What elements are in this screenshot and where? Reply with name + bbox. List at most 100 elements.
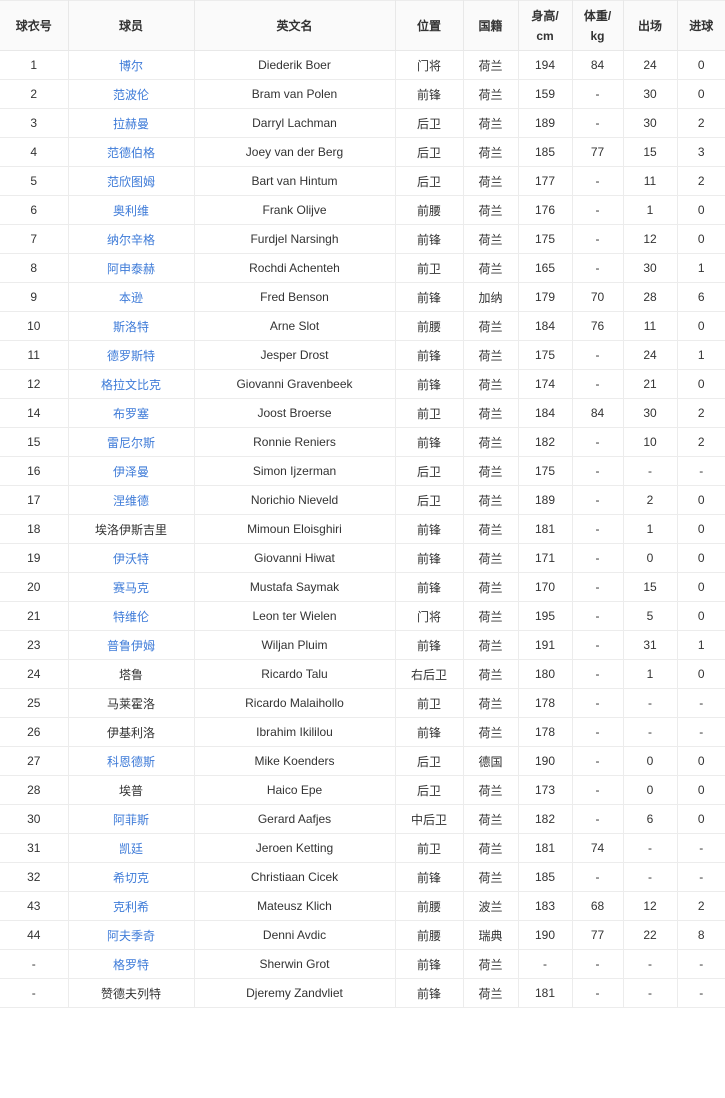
player-link[interactable]: 涅维德 [112, 493, 149, 508]
player-link[interactable]: 阿菲斯 [112, 812, 149, 827]
nationality-cell: 荷兰 [463, 978, 519, 1008]
weight-cell: - [572, 543, 624, 573]
player-link[interactable]: 格拉文比克 [100, 377, 161, 392]
player-name-cell[interactable]: 伊沃特 [68, 543, 195, 573]
player-name-cell[interactable]: 范德伯格 [68, 137, 195, 167]
weight-cell: - [572, 224, 624, 254]
player-name-cell[interactable]: 范欣图姆 [68, 166, 195, 196]
player-link[interactable]: 雷尼尔斯 [106, 435, 155, 450]
player-name-cell[interactable]: 纳尔辛格 [68, 224, 195, 254]
player-name-cell[interactable]: 德罗斯特 [68, 340, 195, 370]
jersey-number-cell: 7 [0, 224, 69, 254]
player-name-cell[interactable]: 拉赫曼 [68, 108, 195, 138]
player-link[interactable]: 拉赫曼 [112, 116, 149, 131]
player-link[interactable]: 阿夫季奇 [106, 928, 155, 943]
english-name-cell: Ricardo Talu [194, 659, 396, 689]
jersey-number-cell: 18 [0, 514, 69, 544]
height-cell: 165 [518, 253, 573, 283]
player-name-cell[interactable]: 科恩德斯 [68, 746, 195, 776]
player-name-cell[interactable]: 特维伦 [68, 601, 195, 631]
player-name-cell[interactable]: 格罗特 [68, 949, 195, 979]
english-name-cell: Joey van der Berg [194, 137, 396, 167]
english-name-cell: Arne Slot [194, 311, 396, 341]
player-link[interactable]: 范德伯格 [106, 145, 155, 160]
player-link[interactable]: 斯洛特 [112, 319, 149, 334]
player-link[interactable]: 凯廷 [118, 841, 143, 856]
table-row: 44 阿夫季奇 Denni Avdic 前腰 瑞典 190 77 22 8 [0, 920, 725, 950]
column-header-height: 身高/ cm [518, 0, 573, 51]
player-name-cell[interactable]: 普鲁伊姆 [68, 630, 195, 660]
goals-cell: - [677, 862, 725, 892]
player-name-cell[interactable]: 阿申泰赫 [68, 253, 195, 283]
player-name-cell[interactable]: 伊泽曼 [68, 456, 195, 486]
player-link[interactable]: 克利希 [112, 899, 149, 914]
player-name-cell[interactable]: 克利希 [68, 891, 195, 921]
weight-cell: - [572, 688, 624, 718]
player-name-cell[interactable]: 布罗塞 [68, 398, 195, 428]
player-name-cell[interactable]: 格拉文比克 [68, 369, 195, 399]
player-link[interactable]: 本逊 [118, 290, 143, 305]
player-link[interactable]: 特维伦 [112, 609, 149, 624]
player-name-cell[interactable]: 奥利维 [68, 195, 195, 225]
weight-cell: - [572, 253, 624, 283]
player-link[interactable]: 阿申泰赫 [106, 261, 155, 276]
goals-cell: 0 [677, 485, 725, 515]
player-link[interactable]: 纳尔辛格 [106, 232, 155, 247]
player-link[interactable]: 布罗塞 [112, 406, 149, 421]
player-name-cell[interactable]: 赛马克 [68, 572, 195, 602]
position-cell: 前锋 [395, 427, 464, 457]
player-name-cell[interactable]: 范波伦 [68, 79, 195, 109]
column-header-position: 位置 [395, 0, 464, 51]
height-cell: 173 [518, 775, 573, 805]
position-cell: 门将 [395, 601, 464, 631]
column-header-nationality: 国籍 [463, 0, 519, 51]
appearances-cell: 0 [623, 746, 678, 776]
weight-cell: - [572, 630, 624, 660]
appearances-cell: 5 [623, 601, 678, 631]
position-cell: 后卫 [395, 137, 464, 167]
player-name-cell[interactable]: 希切克 [68, 862, 195, 892]
nationality-cell: 荷兰 [463, 949, 519, 979]
position-cell: 前腰 [395, 920, 464, 950]
player-name-cell[interactable]: 阿夫季奇 [68, 920, 195, 950]
table-row: 5 范欣图姆 Bart van Hintum 后卫 荷兰 177-11 2 [0, 166, 725, 196]
weight-cell: - [572, 572, 624, 602]
column-header-appearances: 出场 [623, 0, 678, 51]
appearances-cell: 31 [623, 630, 678, 660]
player-link[interactable]: 博尔 [118, 58, 143, 73]
player-link[interactable]: 范波伦 [112, 87, 149, 102]
height-cell: 182 [518, 804, 573, 834]
table-row: 18 埃洛伊斯吉里 Mimoun Eloisghiri 前锋 荷兰 181-1 0 [0, 514, 725, 544]
player-link[interactable]: 赛马克 [112, 580, 149, 595]
player-link[interactable]: 伊沃特 [112, 551, 149, 566]
player-name-cell[interactable]: 博尔 [68, 50, 195, 80]
height-cell: 170 [518, 572, 573, 602]
table-row: 23 普鲁伊姆 Wiljan Pluim 前锋 荷兰 191-31 1 [0, 630, 725, 660]
position-cell: 前卫 [395, 253, 464, 283]
header-row: 球衣号 球员 英文名 位置 国籍 身高/ cm 体重/ kg 出场 进球 [0, 0, 725, 51]
player-name-cell[interactable]: 雷尼尔斯 [68, 427, 195, 457]
jersey-number-cell: 20 [0, 572, 69, 602]
position-cell: 中后卫 [395, 804, 464, 834]
player-name-cell[interactable]: 凯廷 [68, 833, 195, 863]
player-link[interactable]: 普鲁伊姆 [106, 638, 155, 653]
english-name-cell: Fred Benson [194, 282, 396, 312]
player-link[interactable]: 希切克 [112, 870, 149, 885]
player-link[interactable]: 范欣图姆 [106, 174, 155, 189]
player-name-cell[interactable]: 涅维德 [68, 485, 195, 515]
player-name-cell[interactable]: 本逊 [68, 282, 195, 312]
player-link[interactable]: 伊泽曼 [112, 464, 149, 479]
player-link[interactable]: 奥利维 [112, 203, 149, 218]
player-link[interactable]: 格罗特 [112, 957, 149, 972]
player-name-cell[interactable]: 阿菲斯 [68, 804, 195, 834]
table-row: 25 马莱霍洛 Ricardo Malaihollo 前卫 荷兰 178- - - [0, 688, 725, 718]
table-row: 20 赛马克 Mustafa Saymak 前锋 荷兰 170-15 0 [0, 572, 725, 602]
nationality-cell: 荷兰 [463, 166, 519, 196]
height-cell: 174 [518, 369, 573, 399]
player-name-cell[interactable]: 斯洛特 [68, 311, 195, 341]
english-name-cell: Sherwin Grot [194, 949, 396, 979]
table-row: 9 本逊 Fred Benson 前锋 加纳 179 70 28 6 [0, 282, 725, 312]
appearances-cell: 30 [623, 398, 678, 428]
player-link[interactable]: 德罗斯特 [106, 348, 155, 363]
player-link[interactable]: 科恩德斯 [106, 754, 155, 769]
